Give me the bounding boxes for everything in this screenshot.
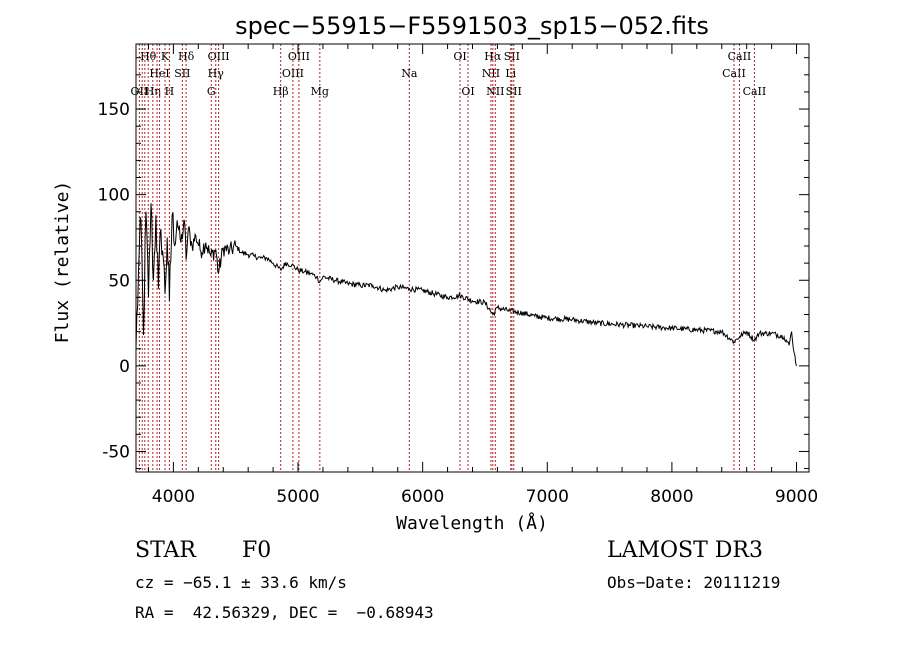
object-subclass: F0 xyxy=(242,538,272,563)
spectral-line-label: SII xyxy=(504,50,520,63)
x-axis-label: Wavelength (Å) xyxy=(396,512,548,534)
y-axis-label: Flux (relative) xyxy=(52,181,73,344)
spectral-line-label: Li xyxy=(505,67,516,80)
spectral-line-label: Hη xyxy=(145,85,161,98)
y-tick-label: 100 xyxy=(98,186,130,206)
spectral-line-label: SII xyxy=(506,85,522,98)
x-tick-label: 9000 xyxy=(775,487,818,507)
spectral-line-label: Hθ xyxy=(140,50,157,63)
y-tick-label: 0 xyxy=(119,357,130,377)
x-tick-label: 6000 xyxy=(401,487,444,507)
spectral-line-label: OIII xyxy=(288,50,310,63)
spectral-line-label: NII xyxy=(482,67,500,80)
chart-title: spec−55915−F5591503_sp15−052.fits xyxy=(235,12,709,40)
spectral-line-label: K xyxy=(161,50,170,63)
x-tick-label: 8000 xyxy=(650,487,693,507)
spectral-line-label: H xyxy=(165,85,175,98)
spectral-line-label: CaII xyxy=(722,67,746,80)
y-tick-label: -50 xyxy=(102,442,130,462)
spectral-line-label: Mg xyxy=(311,85,329,98)
y-tick-label: 50 xyxy=(108,271,130,291)
spectral-line-label: Na xyxy=(401,67,418,80)
spectral-line-label: Hγ xyxy=(208,67,225,80)
spectral-line-label: Hδ xyxy=(178,50,195,63)
plot-frame xyxy=(135,43,810,473)
spectral-line-markers: OIIHθHηHeIKHSIIHδGHγOIIIHβOIIIOIIIMgNaOI… xyxy=(131,44,767,472)
spectral-line-label: SII xyxy=(174,67,190,80)
spectral-line-label: CaII xyxy=(743,85,767,98)
x-tick-label: 5000 xyxy=(276,487,319,507)
x-tick-label: 4000 xyxy=(152,487,195,507)
spectral-line-label: OI xyxy=(461,85,474,98)
axis-ticks: 4000 5000 6000 7000 8000 9000 -50 0 50 100 150 xyxy=(98,44,818,507)
x-tick-label: 7000 xyxy=(526,487,569,507)
y-tick-label: 150 xyxy=(98,100,130,120)
spectral-line-label: OIII xyxy=(282,67,304,80)
spectral-line-label: OIII xyxy=(208,50,230,63)
coordinates: RA = 42.56329, DEC = −0.68943 xyxy=(135,603,434,622)
spectral-line-label: HeI xyxy=(149,67,169,80)
spectral-line-label: Hβ xyxy=(273,85,289,98)
spectrum-series-line xyxy=(135,203,797,367)
spectral-line-label: Hα xyxy=(484,50,502,63)
observation-date: Obs−Date: 20111219 xyxy=(607,573,781,592)
spectral-line-label: CaII xyxy=(728,50,752,63)
object-class: STAR xyxy=(135,538,196,563)
redshift-cz: cz = −65.1 ± 33.6 km/s xyxy=(135,573,347,592)
spectral-line-label: NII xyxy=(486,85,504,98)
spectral-line-label: OI xyxy=(453,50,466,63)
survey-name: LAMOST DR3 xyxy=(607,538,763,563)
spectral-line-label: G xyxy=(207,85,216,98)
